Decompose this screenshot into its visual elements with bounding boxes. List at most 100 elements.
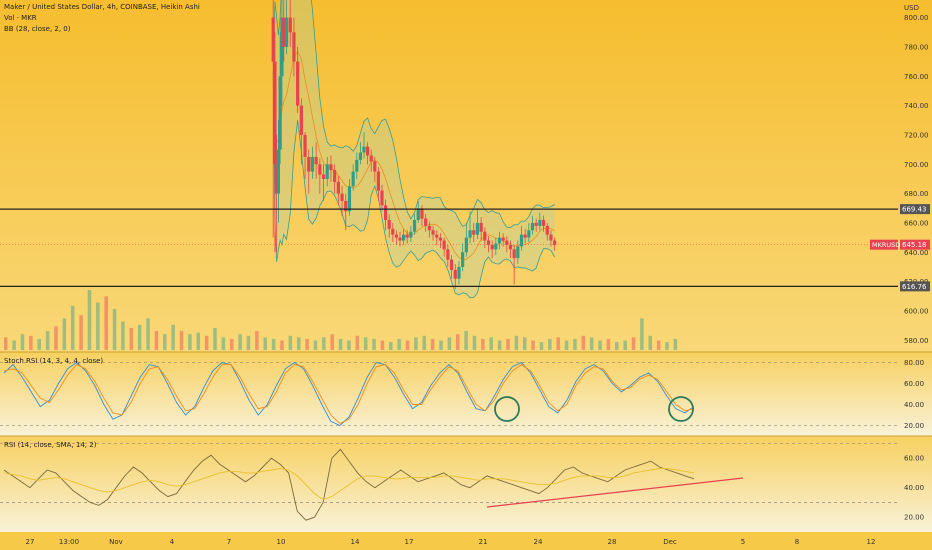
candle-body bbox=[318, 164, 322, 175]
time-axis-label: 27 bbox=[26, 538, 35, 546]
candle-body bbox=[340, 193, 344, 201]
candle-body bbox=[534, 222, 538, 226]
candle-body bbox=[494, 243, 498, 250]
candle-body bbox=[402, 234, 406, 241]
volume-bar bbox=[531, 340, 535, 350]
volume-bar bbox=[447, 337, 452, 350]
volume-bar bbox=[430, 338, 435, 350]
price-tick-label: 600.00 bbox=[904, 307, 929, 315]
volume-bar bbox=[556, 337, 560, 350]
volume-bar bbox=[12, 340, 16, 350]
volume-bar bbox=[548, 338, 552, 350]
last-price-tag bbox=[900, 239, 930, 250]
candle-body bbox=[523, 234, 527, 238]
volume-bar bbox=[296, 337, 301, 350]
price-tick-label: 700.00 bbox=[904, 161, 929, 169]
candle-body bbox=[344, 200, 348, 212]
candle-body bbox=[276, 149, 280, 194]
time-axis-label: 28 bbox=[608, 538, 617, 546]
volume-bar bbox=[79, 315, 83, 350]
price-tick-label: 640.00 bbox=[904, 249, 929, 257]
highlight-circle bbox=[494, 396, 520, 422]
volume-bar bbox=[405, 340, 410, 350]
highlight-circle bbox=[668, 396, 694, 422]
volume-bar bbox=[238, 334, 242, 350]
volume-bar bbox=[146, 318, 150, 350]
volume-bar bbox=[631, 337, 636, 350]
time-axis-label: 12 bbox=[867, 538, 876, 546]
volume-bar bbox=[589, 337, 594, 350]
candle-body bbox=[299, 105, 303, 135]
volume-bar bbox=[648, 335, 653, 350]
volume-bar bbox=[464, 331, 468, 350]
indicator-line-rsi-based-ma bbox=[3, 468, 695, 500]
volume-bar bbox=[163, 334, 167, 350]
volume-bar bbox=[112, 308, 117, 350]
candle-body bbox=[530, 222, 535, 231]
candle-body bbox=[347, 186, 352, 212]
price-tick-label: 720.00 bbox=[904, 131, 929, 139]
candle-body bbox=[490, 244, 494, 250]
symbol-legend: Maker / United States Dollar, 4h, COINBA… bbox=[4, 3, 200, 11]
volume-bar bbox=[62, 318, 67, 350]
volume-bar bbox=[96, 302, 100, 350]
volume-bar bbox=[472, 335, 477, 350]
indicator-line-k bbox=[3, 361, 695, 427]
candle-body bbox=[545, 225, 549, 235]
candle-body bbox=[519, 234, 524, 247]
indicator-line-rsi bbox=[3, 448, 695, 521]
volume-bar bbox=[204, 335, 209, 350]
volume-bar bbox=[422, 335, 427, 350]
volume-bar bbox=[171, 324, 175, 350]
volume-bar bbox=[330, 334, 334, 350]
candle-body bbox=[431, 230, 435, 235]
candle-body bbox=[282, 17, 286, 47]
indicator-tick-label: 60.00 bbox=[904, 380, 924, 388]
candle-body bbox=[376, 171, 380, 191]
volume-bar bbox=[271, 338, 276, 350]
candle-body bbox=[398, 237, 402, 241]
time-axis-label: Nov bbox=[109, 538, 123, 546]
volume-bar bbox=[497, 340, 502, 350]
candle-body bbox=[420, 208, 424, 219]
candle-body bbox=[310, 156, 315, 172]
volume-bar bbox=[230, 338, 234, 350]
candle-body bbox=[366, 146, 370, 156]
volume-bar bbox=[179, 331, 184, 350]
volume-bar bbox=[564, 340, 569, 350]
bollinger-upper-line bbox=[272, 0, 555, 228]
volume-bar bbox=[397, 338, 401, 350]
candle-body bbox=[336, 181, 340, 194]
candle-body bbox=[505, 240, 509, 245]
price-tick-label: 760.00 bbox=[904, 73, 929, 81]
volume-bar bbox=[514, 335, 519, 350]
candle-body bbox=[384, 205, 388, 220]
volume-bar bbox=[280, 340, 284, 350]
volume-bar bbox=[255, 331, 259, 350]
level-tag bbox=[900, 281, 930, 292]
candle-body bbox=[307, 156, 311, 172]
candle-body bbox=[475, 222, 480, 235]
time-axis-label: 24 bbox=[534, 538, 543, 546]
volume-bar bbox=[615, 342, 619, 350]
volume-bar bbox=[606, 338, 611, 350]
time-axis-label: 14 bbox=[351, 538, 360, 546]
volume-bar bbox=[221, 337, 226, 350]
candle-body bbox=[457, 266, 461, 279]
volume-bar bbox=[288, 335, 293, 350]
volume-bar bbox=[129, 327, 134, 350]
candle-body bbox=[321, 174, 326, 179]
candle-body bbox=[271, 17, 275, 62]
candle-body bbox=[501, 237, 505, 241]
volume-bar bbox=[539, 342, 544, 350]
candle-body bbox=[278, 76, 282, 150]
volume-bar bbox=[439, 340, 443, 350]
volume-bar bbox=[70, 305, 75, 350]
volume-bar bbox=[246, 335, 251, 350]
candle-body bbox=[541, 220, 546, 226]
volume-bar bbox=[355, 335, 360, 350]
candle-body bbox=[284, 17, 289, 47]
candle-body bbox=[461, 252, 465, 267]
candle-body bbox=[486, 240, 491, 245]
